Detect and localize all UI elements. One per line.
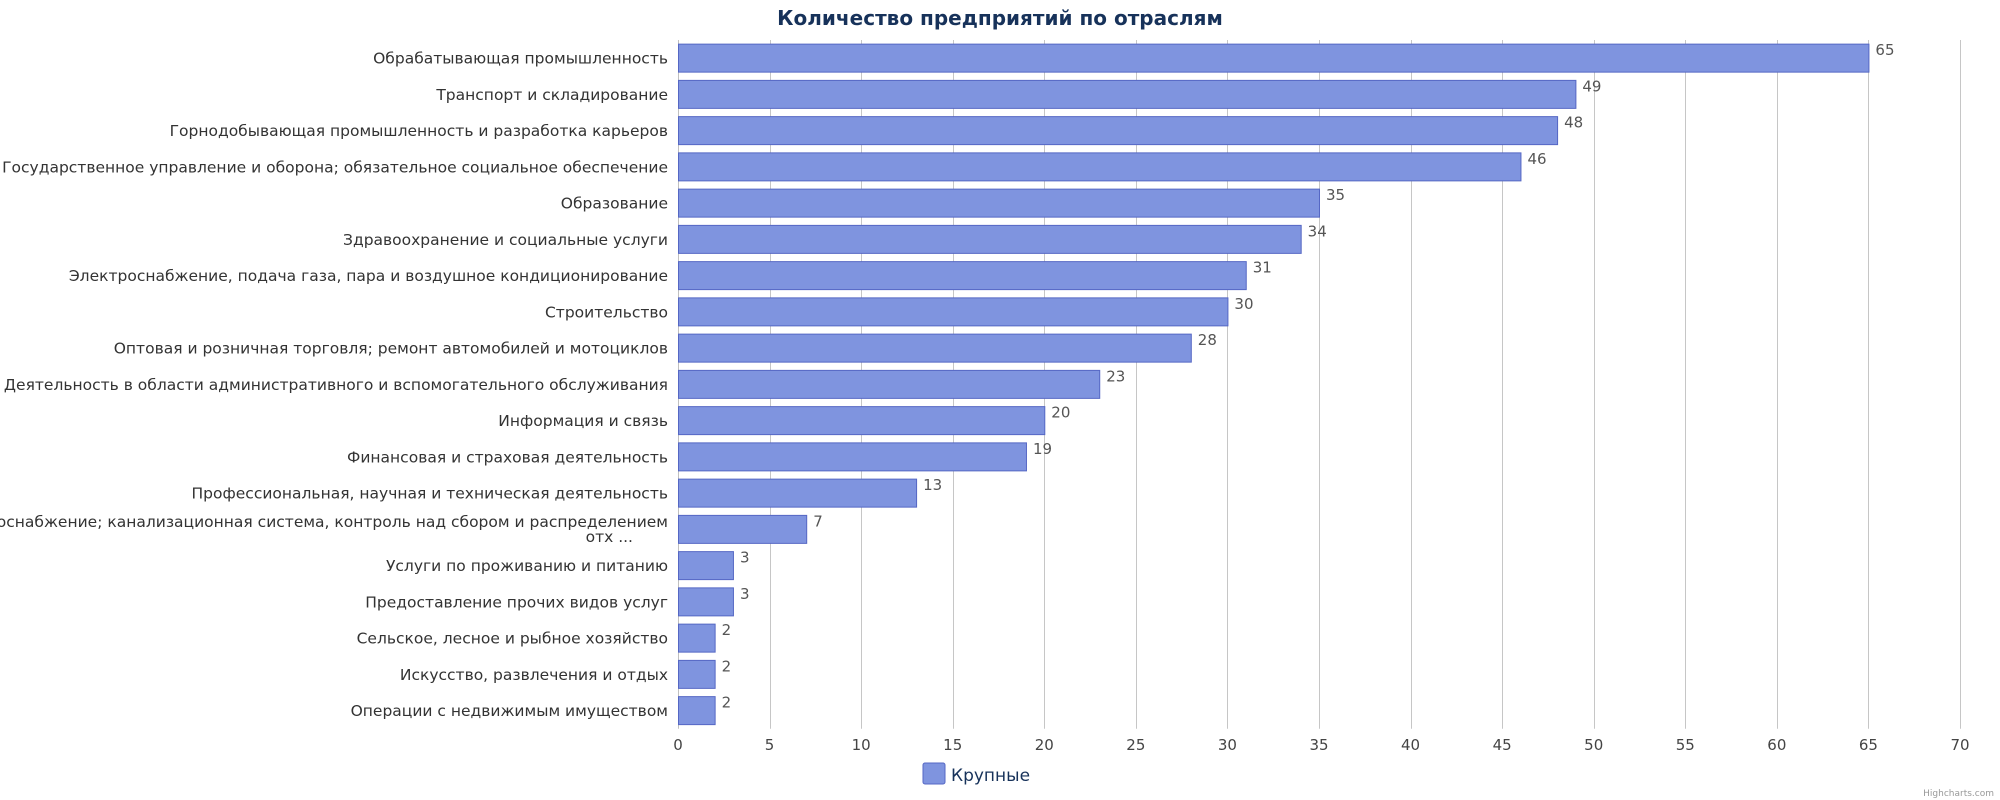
data-label: 48 <box>1564 114 1583 132</box>
chart-title: Количество предприятий по отраслям <box>777 6 1223 30</box>
category-label: Здравоохранение и социальные услуги <box>343 231 668 249</box>
bar[interactable] <box>678 442 1027 472</box>
data-label: 46 <box>1527 150 1546 168</box>
category-label: Информация и связь <box>498 412 668 430</box>
bar[interactable] <box>678 261 1247 291</box>
x-axis-tick-labels: 0 5 10 15 20 25 30 35 40 45 50 55 60 65 70 <box>673 736 1969 754</box>
bar[interactable] <box>678 116 1559 146</box>
x-tick-label: 55 <box>1676 736 1695 754</box>
category-label: Операции с недвижимым имуществом <box>351 702 668 720</box>
bar[interactable] <box>678 188 1320 218</box>
bar[interactable] <box>678 514 808 544</box>
data-label: 2 <box>722 694 732 712</box>
category-label-line: Водоснабжение; канализационная система, … <box>0 513 668 531</box>
x-tick-label: 0 <box>673 736 683 754</box>
data-label: 23 <box>1106 367 1125 385</box>
bar[interactable] <box>678 152 1522 182</box>
x-tick-label: 35 <box>1309 736 1328 754</box>
data-label: 2 <box>722 621 732 639</box>
data-label: 13 <box>923 476 942 494</box>
data-label: 31 <box>1253 259 1272 277</box>
bar[interactable] <box>678 43 1870 73</box>
bar[interactable] <box>678 224 1302 254</box>
data-label: 35 <box>1326 186 1345 204</box>
data-label: 49 <box>1582 77 1601 95</box>
category-label: Водоснабжение; канализационная система, … <box>0 513 668 546</box>
legend-swatch[interactable] <box>922 762 946 785</box>
category-label: Государственное управление и оборона; об… <box>2 158 668 176</box>
category-label: Оптовая и розничная торговля; ремонт авт… <box>114 340 668 358</box>
category-label: Транспорт и складирование <box>435 86 668 104</box>
category-label: Обрабатывающая промышленность <box>373 50 668 68</box>
data-label: 34 <box>1308 222 1327 240</box>
category-label: Электроснабжение, подача газа, пара и во… <box>69 267 668 285</box>
x-tick-label: 50 <box>1584 736 1603 754</box>
x-tick-label: 40 <box>1401 736 1420 754</box>
bar[interactable] <box>678 297 1229 327</box>
category-label: Образование <box>561 195 668 213</box>
x-tick-label: 60 <box>1767 736 1786 754</box>
category-label: Предоставление прочих видов услуг <box>365 593 668 611</box>
x-tick-label: 70 <box>1950 736 1969 754</box>
category-labels: Обрабатывающая промышленность Транспорт и… <box>0 50 668 721</box>
category-label: Сельское, лесное и рыбное хозяйство <box>357 630 668 648</box>
bar[interactable] <box>678 551 734 581</box>
x-tick-label: 65 <box>1859 736 1878 754</box>
category-label: Услуги по проживанию и питанию <box>386 557 668 575</box>
data-label: 30 <box>1234 295 1253 313</box>
category-label: Строительство <box>545 303 668 321</box>
bar[interactable] <box>678 79 1577 109</box>
x-tick-label: 5 <box>765 736 775 754</box>
x-tick-label: 30 <box>1218 736 1237 754</box>
data-label: 3 <box>740 549 750 567</box>
x-tick-label: 45 <box>1493 736 1512 754</box>
category-label: Профессиональная, научная и техническая … <box>192 485 668 503</box>
data-label: 19 <box>1033 440 1052 458</box>
x-tick-label: 10 <box>852 736 871 754</box>
x-tick-label: 25 <box>1126 736 1145 754</box>
bar[interactable] <box>678 369 1101 399</box>
category-label: Искусство, развлечения и отдых <box>400 666 668 684</box>
x-tick-label: 20 <box>1035 736 1054 754</box>
category-label-line: отх ... <box>586 528 633 546</box>
data-label: 2 <box>722 657 732 675</box>
bar[interactable] <box>678 587 734 617</box>
data-label: 20 <box>1051 404 1070 422</box>
data-label: 3 <box>740 585 750 603</box>
bar[interactable] <box>678 623 716 653</box>
category-label: Деятельность в области административного… <box>4 376 668 394</box>
bar[interactable] <box>678 659 716 689</box>
data-label: 28 <box>1198 331 1217 349</box>
data-label: 7 <box>813 512 823 530</box>
category-label: Финансовая и страховая деятельность <box>347 448 668 466</box>
bar[interactable] <box>678 478 918 508</box>
credit-text[interactable]: Highcharts.com <box>1923 789 1994 799</box>
x-tick-label: 15 <box>943 736 962 754</box>
bar[interactable] <box>678 406 1046 436</box>
category-label: Горнодобывающая промышленность и разрабо… <box>170 122 668 140</box>
bar[interactable] <box>678 696 716 726</box>
legend[interactable]: Крупные <box>922 762 1030 786</box>
legend-label[interactable]: Крупные <box>951 766 1030 786</box>
data-label: 65 <box>1875 41 1894 59</box>
bars <box>678 43 1870 726</box>
bar[interactable] <box>678 333 1192 363</box>
